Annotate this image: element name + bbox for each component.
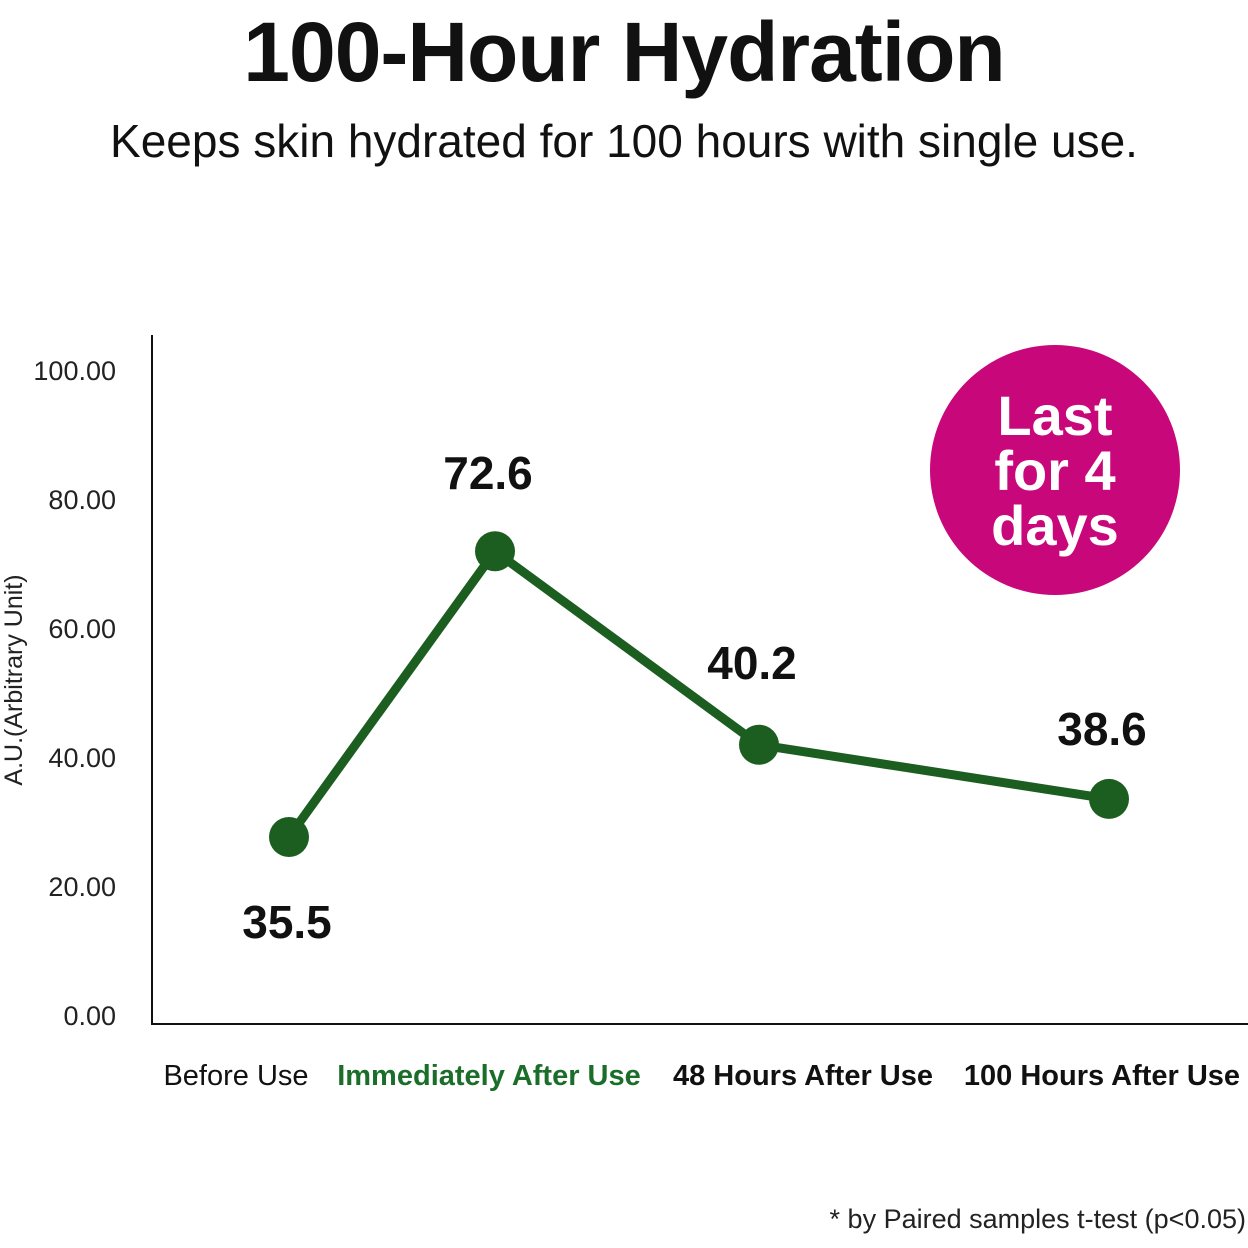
data-label: 35.5 [242, 896, 332, 948]
badge-text: for 4 [994, 439, 1115, 502]
footnote: * by Paired samples t-test (p<0.05) [829, 1204, 1246, 1234]
x-tick-label: 48 Hours After Use [673, 1060, 933, 1092]
data-label: 40.2 [707, 637, 797, 689]
chart-title: 100-Hour Hydration [243, 5, 1005, 99]
y-tick-label: 60.00 [48, 614, 116, 644]
data-label: 72.6 [443, 447, 533, 499]
series-line [285, 546, 1110, 840]
y-tick-label: 20.00 [48, 872, 116, 902]
y-tick-label: 40.00 [48, 743, 116, 773]
chart-subtitle: Keeps skin hydrated for 100 hours with s… [110, 115, 1138, 167]
data-point [739, 724, 779, 765]
data-label: 38.6 [1057, 703, 1147, 755]
badge-text: days [991, 494, 1119, 557]
x-tick-label: Immediately After Use [337, 1060, 641, 1092]
y-axis-label: A.U.(Arbitrary Unit) [0, 574, 28, 785]
data-point [1089, 778, 1129, 819]
y-tick-label: 80.00 [48, 485, 116, 515]
y-tick-label: 100.00 [33, 356, 116, 386]
data-point [475, 531, 515, 572]
y-tick-label: 0.00 [63, 1001, 116, 1031]
data-point [269, 816, 309, 857]
x-tick-label: Before Use [163, 1060, 308, 1092]
badge-text: Last [997, 384, 1112, 447]
x-tick-label: 100 Hours After Use [964, 1060, 1240, 1092]
badge-circle [930, 345, 1180, 595]
